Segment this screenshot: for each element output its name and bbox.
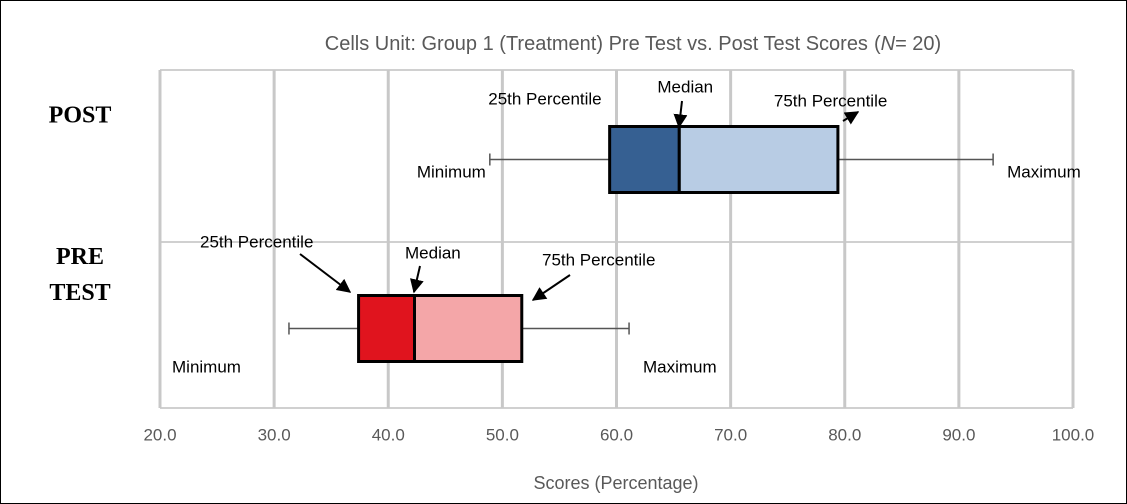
x-tick-label: 60.0 [600,425,633,444]
annotation: Minimum [417,162,486,181]
category-label-line: PRE [56,244,104,270]
x-axis-label: Scores (Percentage) [533,473,698,493]
x-tick-label: 20.0 [143,425,176,444]
x-tick-label: 100.0 [1052,425,1095,444]
annotation-arrow [299,253,352,293]
annotation: 75th Percentile [542,250,655,269]
title-main: Cells Unit: Group 1 (Treatment) Pre Test… [325,33,868,55]
x-tick-label: 70.0 [714,425,747,444]
category-label-line: TEST [49,280,110,306]
x-tick-label: 90.0 [942,425,975,444]
x-tick-label: 80.0 [828,425,861,444]
x-tick-label: 50.0 [486,425,519,444]
annotation-arrow [531,274,571,301]
annotation-arrow [842,111,860,125]
box-lower [608,125,681,194]
annotation: 25th Percentile [488,89,601,108]
box-lower [357,294,416,363]
annotation-arrow [410,265,424,294]
annotation: Maximum [643,357,717,376]
title-paren: ( [874,33,881,55]
annotation: Minimum [172,357,241,376]
annotation: 25th Percentile [200,232,313,251]
category-label: POST [49,103,112,129]
annotation-arrow [673,100,688,129]
chart-title: Cells Unit: Group 1 (Treatment) Pre Test… [325,33,941,55]
title-n-value: = 20) [895,33,941,55]
x-tick-label: 30.0 [258,425,291,444]
annotation: Median [405,243,461,262]
box-upper [412,294,524,363]
category-label: PRE TEST [49,244,110,306]
title-n: N [881,33,896,55]
x-tick-label: 40.0 [372,425,405,444]
annotation: 75th Percentile [774,91,887,110]
box-upper [677,125,840,194]
annotation: Median [657,77,713,96]
annotation: Maximum [1007,162,1081,181]
